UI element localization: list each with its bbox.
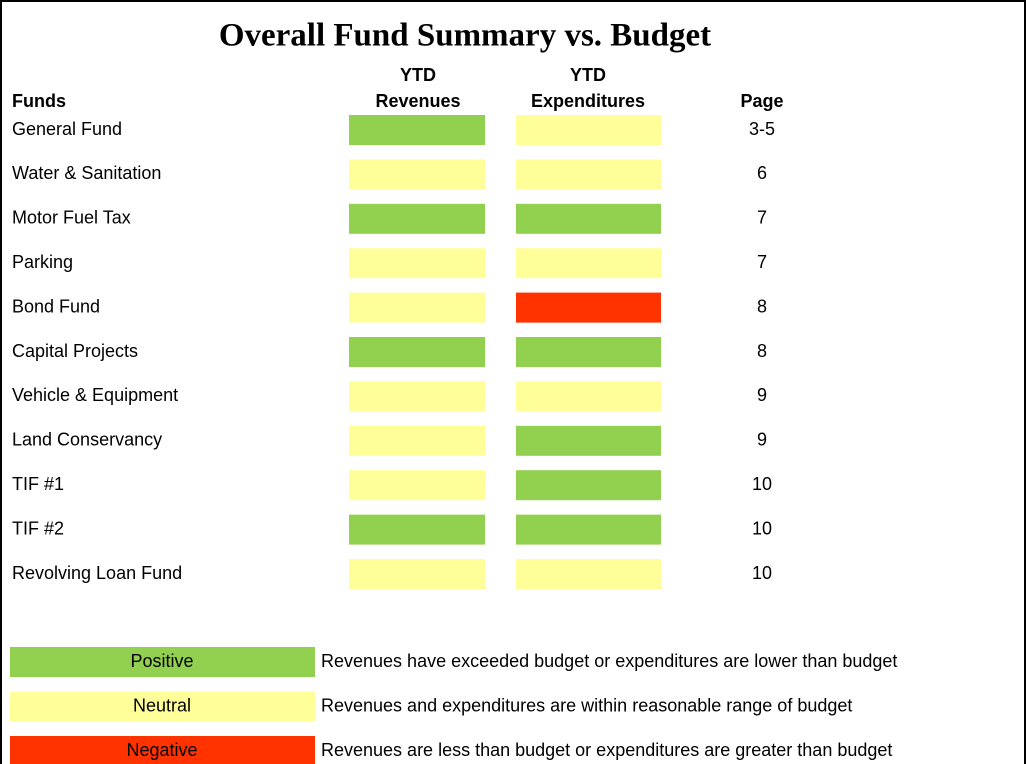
fund-name: General Fund — [12, 119, 122, 139]
column-header: Revenues — [375, 91, 460, 111]
fund-name: Revolving Loan Fund — [12, 563, 182, 583]
legend-label: Negative — [126, 740, 197, 760]
revenue-status — [349, 248, 485, 279]
expenditure-status — [516, 115, 661, 145]
legend-description: Revenues are less than budget or expendi… — [321, 740, 892, 760]
page-number: 7 — [757, 208, 767, 228]
column-header: YTD — [570, 65, 606, 85]
fund-name: Capital Projects — [12, 341, 138, 361]
revenue-status — [349, 292, 485, 323]
revenue-status — [349, 559, 485, 589]
title: Overall Fund Summary vs. Budget — [219, 18, 711, 54]
legend-description: Revenues have exceeded budget or expendi… — [321, 651, 897, 671]
expenditure-status — [516, 425, 661, 456]
expenditure-status — [516, 559, 661, 589]
revenue-status — [349, 514, 485, 545]
revenue-status — [349, 203, 485, 234]
fund-name: Water & Sanitation — [12, 163, 161, 183]
page-number: 10 — [752, 518, 772, 538]
fund-name: Motor Fuel Tax — [12, 208, 131, 228]
expenditure-status — [516, 470, 661, 501]
expenditure-status — [516, 248, 661, 279]
legend-swatch — [10, 647, 315, 677]
expenditure-status — [516, 292, 661, 323]
fund-name: Parking — [12, 252, 73, 272]
page-number: 6 — [757, 163, 767, 183]
revenue-status — [349, 381, 485, 412]
expenditure-status — [516, 203, 661, 234]
fund-name: Bond Fund — [12, 296, 100, 316]
revenue-status — [349, 425, 485, 456]
page-number: 8 — [757, 341, 767, 361]
fund-name: TIF #1 — [12, 474, 64, 494]
column-header: Page — [740, 91, 783, 111]
legend-swatch — [10, 736, 315, 764]
column-header: YTD — [400, 65, 436, 85]
legend-label: Neutral — [133, 695, 191, 715]
page-number: 3-5 — [749, 119, 775, 139]
expenditure-status — [516, 159, 661, 190]
revenue-status — [349, 470, 485, 501]
fund-name: Land Conservancy — [12, 430, 162, 450]
legend-label: Positive — [130, 651, 193, 671]
page-number: 8 — [757, 296, 767, 316]
revenue-status — [349, 337, 485, 367]
page-number: 10 — [752, 474, 772, 494]
legend-description: Revenues and expenditures are within rea… — [321, 695, 852, 715]
legend-swatch — [10, 691, 315, 722]
page-number: 9 — [757, 385, 767, 405]
expenditure-status — [516, 514, 661, 545]
fund-name: Vehicle & Equipment — [12, 385, 178, 405]
page-number: 9 — [757, 430, 767, 450]
revenue-status — [349, 159, 485, 190]
page-number: 7 — [757, 252, 767, 272]
expenditure-status — [516, 381, 661, 412]
expenditure-status — [516, 337, 661, 367]
column-header: Expenditures — [531, 91, 645, 111]
fund-name: TIF #2 — [12, 518, 64, 538]
revenue-status — [349, 115, 485, 145]
column-header: Funds — [12, 91, 66, 111]
page-number: 10 — [752, 563, 772, 583]
